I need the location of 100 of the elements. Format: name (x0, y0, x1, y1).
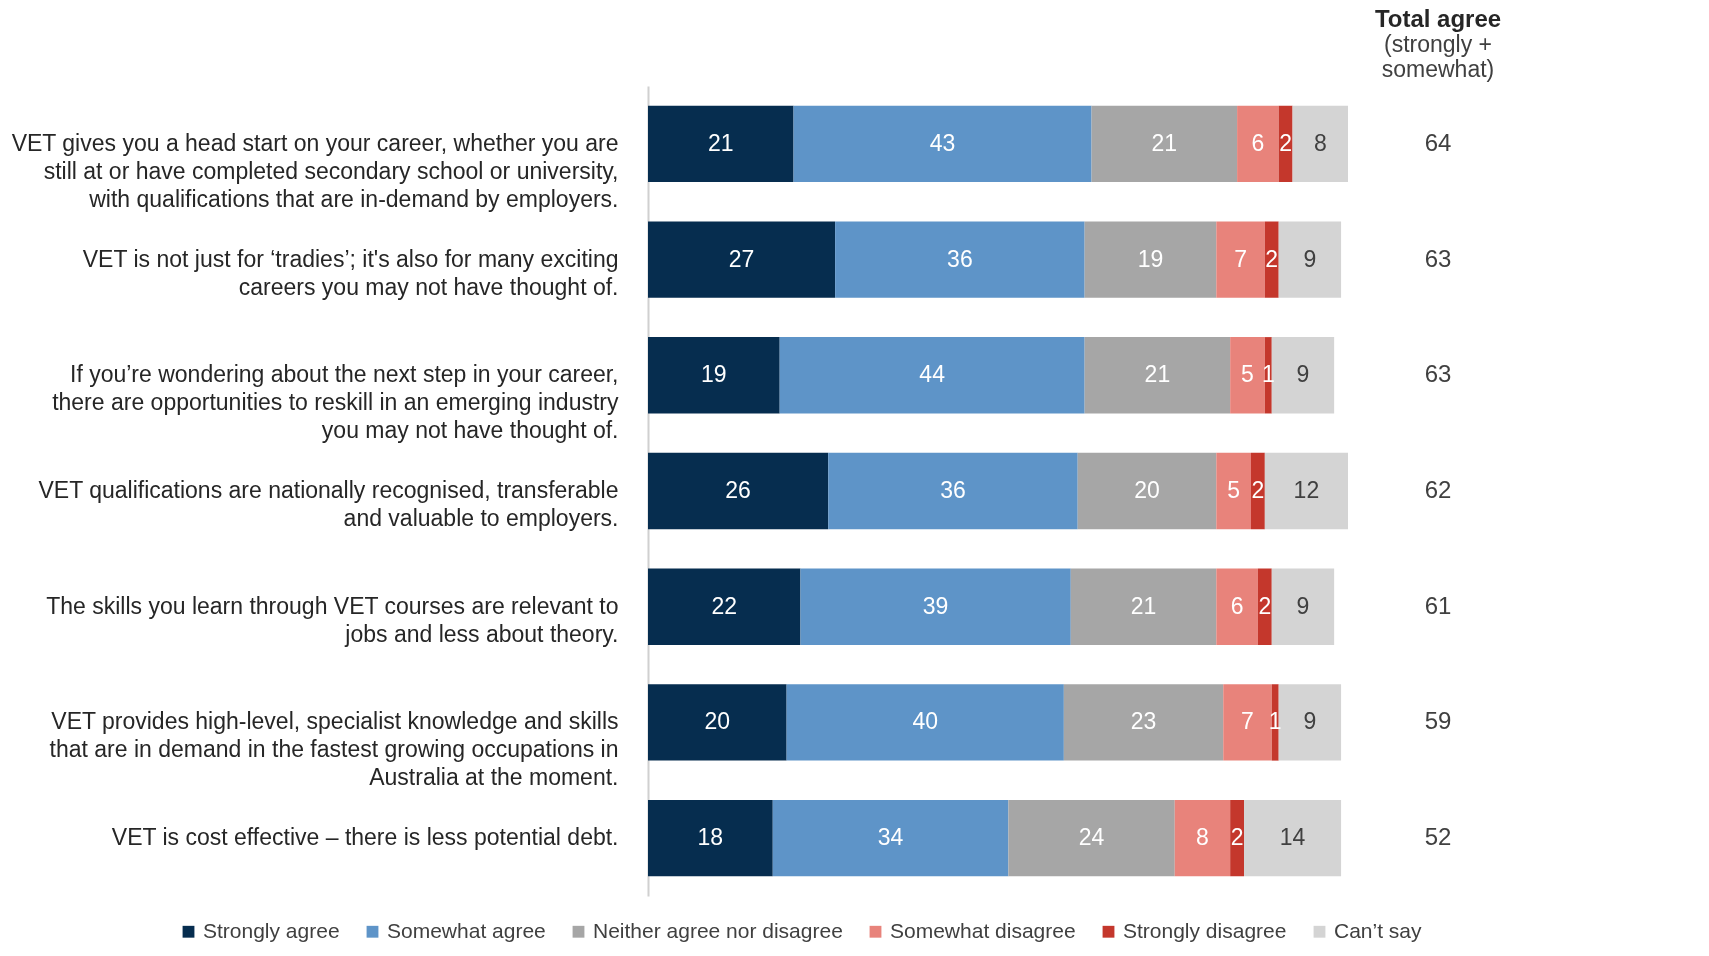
data-label: 40 (912, 708, 939, 735)
y-tick-label: VET qualifications are nationally recognised, transferable and valuable to employers. (38, 477, 619, 531)
bar (648, 799, 773, 877)
data-label: 5 (1241, 361, 1254, 388)
bar (1257, 568, 1272, 645)
y-tick-label: The skills you learn through VET courses are relevant to jobs and less about theory. (46, 592, 619, 647)
data-label: 21 (1144, 361, 1171, 388)
bar (1230, 337, 1265, 414)
bar (1063, 684, 1224, 761)
data-label: 20 (704, 708, 731, 735)
y-tick-label: VET gives you a head start on your career, whether you are still at or have completed secondary school or university, with qualifications that are in-demand by employers. (11, 129, 619, 212)
bar (1278, 221, 1342, 298)
bar (1216, 452, 1251, 530)
data-label: 18 (697, 824, 724, 851)
bar (779, 337, 1085, 414)
data-label: 12 (1293, 477, 1320, 503)
bar (648, 337, 780, 414)
bar (1174, 799, 1231, 877)
data-label: 22 (711, 592, 738, 619)
bar (1216, 221, 1265, 298)
y-tick-label: If you’re wondering about the next step in your career, there are opportunities to reskill in an emerging industry you may not have thought of. (52, 361, 619, 444)
data-label: 36 (940, 477, 966, 503)
data-label: 19 (701, 361, 727, 388)
data-label: 7 (1234, 245, 1247, 272)
data-label: 43 (929, 129, 956, 156)
data-label: 9 (1296, 592, 1310, 619)
bar (1091, 105, 1238, 183)
data-label: 14 (1279, 824, 1306, 851)
y-tick-label: VET provides high-level, specialist knowledge and skills that are in demand in the fastest growing occupations in Australia at the moment. (49, 708, 619, 791)
bar (1216, 568, 1258, 645)
data-label: 36 (947, 245, 973, 272)
bar (1237, 105, 1279, 183)
text: (strongly + somewhat) (1381, 31, 1495, 82)
y-tick-label: VET is not just for ‘tradies’; it's also for many exciting careers you may not have thought of. (82, 245, 619, 300)
bar (828, 452, 1078, 530)
data-label: 8 (1313, 129, 1327, 156)
data-label: 26 (725, 477, 751, 503)
bar (1264, 452, 1348, 530)
data-label: 27 (728, 245, 755, 272)
data-label: 7 (1241, 708, 1254, 735)
data-label: 21 (1151, 129, 1178, 156)
text: 63 (1424, 244, 1452, 272)
bar (1077, 452, 1217, 530)
data-label: 21 (707, 129, 734, 156)
bar (648, 105, 794, 183)
data-label: 23 (1130, 708, 1157, 735)
data-label: 20 (1134, 477, 1160, 503)
bar (800, 568, 1071, 645)
data-label: 9 (1303, 708, 1317, 735)
bar (1264, 221, 1279, 298)
bar (1292, 105, 1348, 183)
data-label: 2 (1251, 477, 1265, 503)
bar (1230, 799, 1245, 877)
bar (772, 799, 1009, 877)
bar (1084, 221, 1217, 298)
data-label: 8 (1196, 824, 1209, 851)
data-label: 24 (1078, 824, 1105, 851)
bar (793, 105, 1092, 183)
bar (648, 684, 787, 761)
bar (1084, 337, 1231, 414)
text: 62 (1424, 476, 1452, 503)
data-label: 9 (1296, 361, 1310, 388)
bar (648, 452, 829, 530)
legend-label: Can’t say (1334, 918, 1423, 942)
bar (1070, 568, 1217, 645)
data-label: 9 (1303, 245, 1317, 272)
legend-label: Somewhat agree (387, 918, 546, 942)
text: 61 (1424, 591, 1452, 619)
text: 59 (1424, 707, 1452, 735)
bar (1278, 105, 1293, 183)
data-label: 34 (877, 824, 904, 851)
data-label: 2 (1230, 824, 1244, 851)
bar (648, 221, 836, 298)
text: 52 (1424, 823, 1452, 851)
text: Total agree (1374, 5, 1502, 32)
data-label: 2 (1265, 245, 1279, 272)
data-label: 6 (1230, 592, 1244, 619)
bar (1223, 684, 1272, 761)
y-tick-label: VET is cost effective – there is less potential debt. (111, 824, 619, 851)
data-label: 39 (922, 592, 949, 619)
legend-label: Strongly disagree (1123, 918, 1287, 942)
data-label: 6 (1251, 129, 1265, 156)
legend-label: Neither agree nor disagree (593, 918, 843, 942)
data-label: 21 (1130, 592, 1157, 619)
bar (1008, 799, 1175, 877)
data-label: 2 (1279, 129, 1293, 156)
legend-label: Somewhat disagree (890, 918, 1076, 942)
bar (786, 684, 1064, 761)
bar (1271, 568, 1335, 645)
data-label: 44 (919, 361, 946, 388)
text: 64 (1424, 128, 1452, 156)
legend-label: Strongly agree (203, 918, 340, 942)
data-label: 19 (1137, 245, 1164, 272)
bar (648, 568, 801, 645)
data-label: 5 (1227, 477, 1241, 503)
bar (835, 221, 1085, 298)
bar (1244, 799, 1342, 877)
data-label: 2 (1258, 592, 1272, 619)
text: 63 (1424, 360, 1452, 388)
bar (1250, 452, 1265, 530)
